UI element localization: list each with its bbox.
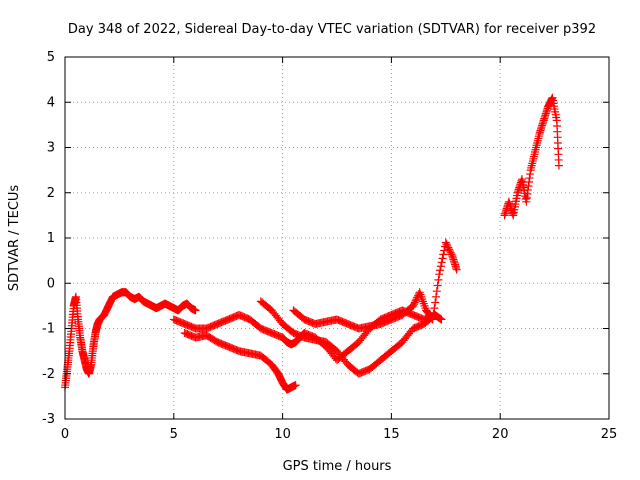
data-point [435, 270, 444, 279]
y-axis-label: SDTVAR / TECUs [7, 185, 22, 292]
x-tick-label: 0 [61, 427, 69, 442]
y-tick-label: 2 [47, 186, 55, 201]
data-point [443, 241, 452, 250]
y-tick-label: -2 [42, 367, 55, 382]
data-point [437, 258, 446, 267]
y-tick-label: 4 [47, 95, 55, 110]
data-point [429, 309, 438, 318]
data-point [431, 298, 440, 307]
y-tick-label: 3 [47, 141, 55, 156]
data-point [191, 306, 200, 315]
grid [65, 57, 609, 419]
x-tick-label: 15 [383, 427, 400, 442]
data-point [446, 248, 455, 257]
data-point [430, 304, 439, 313]
x-axis-label: GPS time / hours [283, 459, 392, 474]
data-point [427, 314, 436, 323]
data-point [445, 245, 454, 254]
data-point [433, 281, 442, 290]
data-point [436, 262, 445, 271]
x-tick-label: 5 [170, 427, 178, 442]
axis-ticks: 0 5 10 15 20 25 -3 -2 -1 0 1 2 3 4 5 [42, 50, 617, 442]
data-point [437, 315, 446, 324]
data-point [444, 243, 453, 252]
y-tick-label: -1 [42, 322, 55, 337]
data-point [442, 240, 451, 249]
data-point [428, 315, 437, 324]
data-series [61, 93, 563, 394]
y-tick-label: 5 [47, 50, 55, 65]
y-tick-label: 0 [47, 276, 55, 291]
data-point [291, 381, 300, 390]
chart-title: Day 348 of 2022, Sidereal Day-to-day VTE… [68, 22, 596, 37]
data-point [434, 275, 443, 284]
data-point [439, 250, 448, 259]
y-tick-label: -3 [42, 412, 55, 427]
x-tick-label: 10 [274, 427, 291, 442]
data-point [452, 265, 461, 274]
data-point [432, 287, 441, 296]
series-1 [61, 288, 200, 392]
data-point [445, 247, 454, 256]
series-5 [289, 238, 461, 333]
x-tick-label: 25 [601, 427, 618, 442]
data-point [447, 250, 456, 259]
data-point [554, 161, 563, 170]
series-3 [180, 329, 300, 394]
data-point [432, 292, 441, 301]
data-point [409, 300, 418, 309]
data-point [438, 254, 447, 263]
series-6 [500, 93, 563, 220]
series-4 [256, 297, 446, 378]
x-tick-label: 20 [492, 427, 509, 442]
data-point [441, 238, 450, 247]
data-point [409, 301, 418, 310]
y-tick-label: 1 [47, 231, 55, 246]
data-point [411, 296, 420, 305]
data-point [436, 266, 445, 275]
data-point [410, 298, 419, 307]
